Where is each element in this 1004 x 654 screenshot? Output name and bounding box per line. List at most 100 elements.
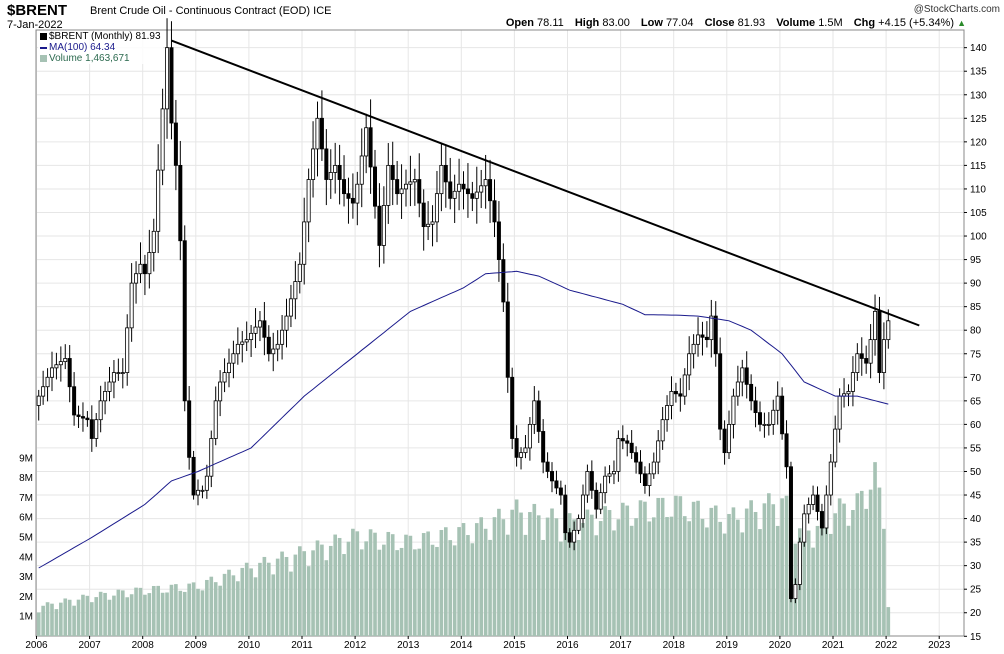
candle-down — [496, 221, 501, 260]
candle-down — [178, 164, 183, 242]
candle-down — [784, 433, 789, 468]
volume-bar — [98, 591, 103, 636]
volume-bar — [461, 523, 466, 636]
volume-bar — [267, 562, 271, 636]
candle-up — [616, 438, 621, 472]
volume-bar — [178, 590, 183, 636]
volume-bar — [505, 534, 510, 636]
volume-bar — [249, 568, 253, 636]
volume-bar — [727, 513, 731, 636]
volume-bar — [864, 508, 868, 636]
candle-up — [107, 381, 112, 392]
candle-down — [72, 386, 77, 416]
volume-bar — [174, 584, 178, 636]
candle-up — [257, 320, 262, 328]
volume-bar — [771, 504, 776, 636]
volume-bar — [629, 525, 634, 636]
candle-down — [395, 179, 400, 195]
price-tick-label: 50 — [970, 467, 982, 478]
time-tick-label: 2022 — [875, 640, 898, 651]
volume-bar — [138, 587, 143, 636]
volume-bar — [457, 527, 461, 636]
candle-up — [580, 494, 585, 519]
candle-up — [607, 473, 612, 477]
price-tick-label: 45 — [970, 491, 982, 502]
candle-up — [850, 372, 855, 392]
volume-bar — [696, 500, 700, 636]
candle-up — [160, 108, 165, 171]
time-tick-label: 2019 — [716, 640, 739, 651]
price-tick-label: 85 — [970, 302, 982, 313]
candle-up — [452, 190, 457, 199]
volume-bar — [523, 534, 528, 636]
candle-up — [797, 541, 802, 585]
chart-legend: $BRENT (Monthly) 81.93 MA(100) 64.34 Vol… — [38, 31, 163, 64]
candle-up — [311, 148, 316, 180]
candle-down — [421, 202, 426, 228]
candle-up — [833, 428, 838, 463]
volume-bar — [815, 525, 820, 636]
candle-up — [222, 372, 227, 383]
price-tick-label: 130 — [970, 90, 987, 101]
volume-bar — [753, 511, 758, 636]
candle-up — [651, 461, 656, 475]
volume-bar — [510, 509, 514, 636]
volume-bar — [567, 513, 572, 636]
candle-up — [381, 205, 386, 246]
legend-volume: Volume 1,463,671 — [40, 53, 161, 64]
volume-bar — [868, 489, 873, 636]
candle-up — [156, 169, 161, 232]
volume-bar — [289, 571, 293, 636]
volume-bar — [873, 462, 877, 636]
candle-down — [488, 179, 493, 202]
volume-bar — [767, 493, 771, 636]
volume-bar — [205, 579, 209, 636]
candle-up — [665, 405, 670, 421]
volume-bar — [488, 539, 492, 636]
volume-bar — [50, 603, 54, 636]
volume-bar — [846, 525, 851, 636]
volume-tick-label: 8M — [19, 473, 33, 484]
volume-bar — [107, 599, 112, 636]
volume-bar — [386, 531, 391, 636]
candle-up — [837, 395, 842, 430]
volume-bar — [328, 545, 333, 636]
axes: 15 20 25 30 35 40 45 50 55 60 65 70 75 80 85 90 95 100 105… — [19, 43, 987, 651]
candle-up — [54, 364, 59, 369]
volume-bar — [390, 534, 395, 636]
candle-up — [696, 334, 701, 345]
volume-swatch-icon — [40, 55, 47, 62]
candle-down — [757, 412, 762, 425]
candle-up — [302, 221, 307, 265]
volume-bar — [399, 547, 404, 636]
volume-bar — [581, 522, 585, 636]
volume-bar — [541, 539, 545, 636]
candle-up — [740, 367, 745, 383]
candle-up — [873, 310, 878, 341]
candle-down — [859, 353, 864, 359]
candle-down — [514, 438, 519, 458]
candle-down — [368, 127, 373, 168]
volume-bar — [820, 511, 824, 636]
volume-bar — [36, 612, 41, 636]
volume-bar — [749, 500, 753, 636]
volume-tick-label: 3M — [19, 572, 33, 583]
volume-tick-label: 2M — [19, 592, 33, 603]
volume-bar — [306, 566, 311, 636]
volume-bar — [837, 498, 842, 636]
volume-bar — [691, 501, 696, 636]
candle-down — [319, 117, 324, 150]
volume-bar — [444, 527, 448, 636]
candle-down — [390, 164, 395, 180]
volume-bar — [603, 506, 607, 636]
candle-up — [669, 391, 674, 406]
price-tick-label: 95 — [970, 255, 982, 266]
stockcharts-credit[interactable]: @StockCharts.com — [913, 4, 1000, 15]
trendline — [171, 39, 920, 327]
candle-down — [819, 511, 824, 529]
time-tick-label: 2018 — [663, 640, 686, 651]
price-tick-label: 140 — [970, 43, 987, 54]
line-swatch-icon — [40, 46, 47, 49]
candle-up — [58, 361, 63, 366]
